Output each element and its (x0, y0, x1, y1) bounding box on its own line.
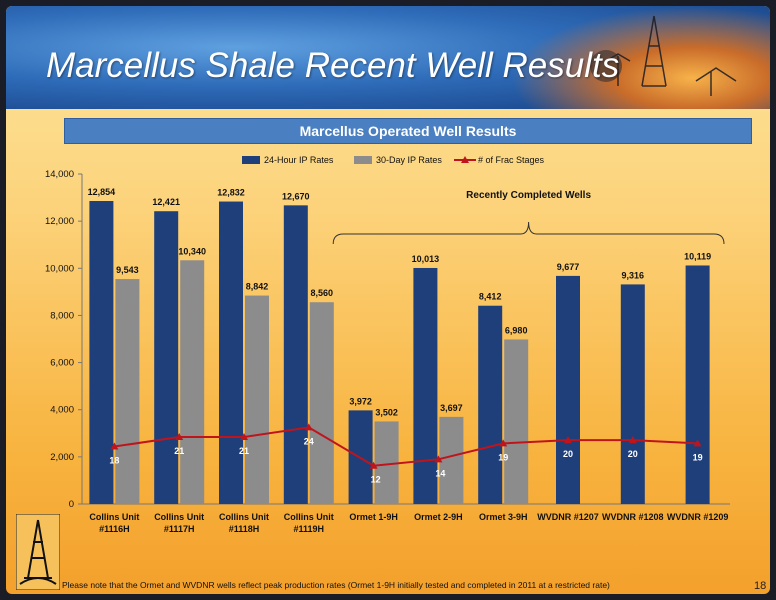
legend-swatch-30day (354, 156, 372, 164)
chart-subtitle-bar: Marcellus Operated Well Results (64, 118, 752, 144)
page-title: Marcellus Shale Recent Well Results (46, 46, 620, 85)
legend-label-30day: 30-Day IP Rates (376, 155, 442, 165)
bar-24hr-label: 3,972 (349, 396, 372, 406)
bar-24hr-label: 12,421 (152, 197, 180, 207)
frac-stages-label: 12 (371, 475, 381, 485)
x-tick-label: Ormet 3-9H (479, 512, 528, 522)
bar-24hr (413, 267, 438, 504)
bar-24hr (478, 305, 503, 504)
frac-stages-point (110, 442, 119, 450)
bar-24hr (556, 275, 580, 504)
x-tick-label: Collins Unit (284, 512, 334, 522)
y-tick-label: 10,000 (45, 263, 74, 274)
page-number: 18 (754, 580, 767, 592)
recent-wells-bracket (332, 221, 725, 245)
frac-stages-point (240, 432, 248, 440)
frac-stages-point (693, 439, 702, 447)
frac-stages-point (304, 423, 313, 431)
frac-stages-label: 14 (435, 468, 445, 478)
x-tick-label: #1118H (229, 524, 260, 534)
frac-stages-line (114, 426, 698, 467)
chart-svg: 0 2,000 4,000 6,000 8,000 10,000 12,000 14,000 1… (45, 155, 730, 534)
y-tick-label: 12,000 (45, 216, 74, 227)
x-tick-label: Ormet 1-9H (349, 512, 398, 522)
bar-30day (180, 260, 205, 504)
bar-24hr (283, 205, 308, 504)
bar-24hr-label: 10,119 (684, 251, 711, 261)
frac-stages-point (564, 436, 572, 444)
frac-stages-point (434, 455, 443, 463)
frac-stages-label: 19 (498, 452, 508, 462)
company-logo-icon (16, 514, 60, 590)
bar-24hr-label: 12,854 (88, 187, 116, 197)
frac-stages-label: 20 (563, 449, 573, 459)
legend-label-24hr: 24-Hour IP Rates (264, 155, 334, 165)
bar-24hr-label: 8,412 (479, 292, 502, 302)
x-tick-label: WVDNR #1207 (537, 512, 599, 522)
x-tick-label: Ormet 2-9H (414, 512, 463, 522)
frac-stages-label: 19 (693, 452, 703, 462)
oil-derrick-icon (590, 15, 737, 96)
frac-stages-label: 18 (109, 456, 119, 466)
frac-stages-point (369, 461, 378, 469)
bar-24hr-label: 9,677 (557, 262, 580, 272)
y-tick-label: 14,000 (45, 169, 74, 180)
frac-stages-point (175, 432, 184, 440)
bar-24hr (620, 284, 645, 504)
bar-30day-label: 6,980 (505, 325, 528, 335)
frac-stages-label: 21 (239, 446, 249, 456)
bar-24hr-label: 12,670 (282, 191, 310, 201)
x-tick-label: #1116H (99, 524, 130, 534)
x-tick-label: WVDNR #1208 (602, 512, 664, 522)
legend-marker-frac (461, 156, 469, 163)
x-tick-label: Collins Unit (154, 512, 204, 522)
bar-24hr-label: 10,013 (412, 254, 440, 264)
bar-30day (115, 279, 140, 504)
bar-30day-label: 10,340 (178, 246, 206, 256)
y-tick-label: 4,000 (50, 405, 74, 416)
frac-stages-label: 24 (304, 436, 314, 446)
bar-24hr (685, 265, 710, 504)
bar-30day-label: 9,543 (116, 265, 139, 275)
y-tick-label: 2,000 (50, 452, 74, 463)
bar-30day-label: 8,560 (311, 288, 334, 298)
x-tick-label: Collins Unit (219, 512, 269, 522)
bar-24hr (154, 211, 179, 504)
bar-24hr-label: 9,316 (622, 270, 645, 280)
slide: Marcellus Shale Recent Well Results Marc… (6, 6, 770, 594)
bar-24hr (89, 201, 114, 504)
frac-stages-label: 20 (628, 449, 638, 459)
frac-stages-label: 21 (174, 446, 184, 456)
bar-30day (439, 416, 464, 504)
frac-stages-point (499, 439, 508, 447)
footnote: Please note that the Ormet and WVDNR wel… (62, 580, 610, 590)
x-tick-label: WVDNR #1209 (667, 512, 729, 522)
header-sunset-image (510, 6, 770, 109)
bar-30day (504, 339, 529, 504)
bar-24hr-label: 12,832 (217, 188, 245, 198)
legend-label-frac: # of Frac Stages (478, 155, 545, 165)
bar-30day-label: 3,697 (440, 403, 463, 413)
x-tick-label: #1119H (294, 524, 325, 534)
bar-30day-label: 8,842 (246, 282, 269, 292)
bar-30day (245, 295, 269, 504)
legend-swatch-24hr (242, 156, 260, 164)
recent-wells-annotation: Recently Completed Wells (466, 190, 591, 201)
bar-24hr (219, 201, 243, 504)
frac-stages-point (628, 436, 637, 444)
y-tick-label: 0 (69, 499, 74, 510)
x-tick-label: Collins Unit (89, 512, 139, 522)
y-tick-label: 8,000 (50, 310, 74, 321)
y-tick-label: 6,000 (50, 358, 74, 369)
bar-30day (309, 302, 334, 504)
bar-30day-label: 3,502 (375, 407, 398, 417)
header-banner: Marcellus Shale Recent Well Results (6, 6, 770, 109)
x-tick-label: #1117H (164, 524, 195, 534)
